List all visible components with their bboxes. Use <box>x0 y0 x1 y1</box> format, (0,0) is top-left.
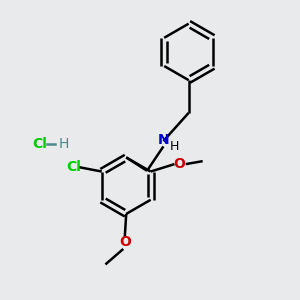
Text: N: N <box>158 134 169 148</box>
Text: O: O <box>119 235 131 249</box>
Text: Cl: Cl <box>66 160 81 174</box>
Text: H: H <box>58 137 69 151</box>
Text: H: H <box>170 140 179 153</box>
Text: O: O <box>173 157 185 171</box>
Text: Cl: Cl <box>33 137 47 151</box>
